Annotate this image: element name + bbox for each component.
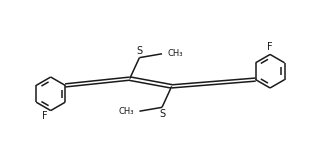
- Text: S: S: [159, 109, 165, 119]
- Text: CH₃: CH₃: [168, 49, 183, 58]
- Text: S: S: [136, 46, 143, 56]
- Text: F: F: [42, 111, 48, 121]
- Text: F: F: [267, 42, 273, 52]
- Text: CH₃: CH₃: [118, 107, 133, 116]
